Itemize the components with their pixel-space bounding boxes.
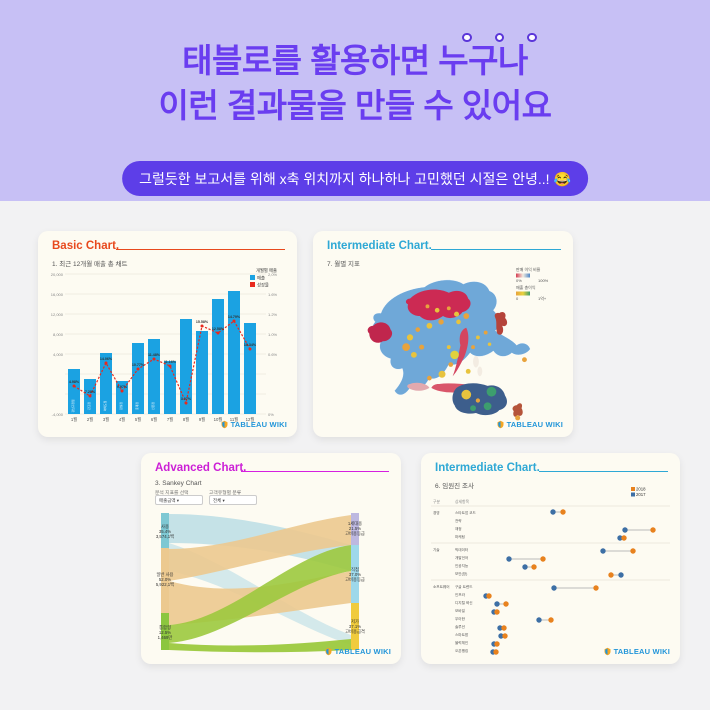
svg-text:홍대점: 홍대점 xyxy=(135,402,139,410)
svg-text:0: 0 xyxy=(516,296,519,301)
svg-text:2,0%: 2,0% xyxy=(268,272,278,277)
svg-text:모바일: 모바일 xyxy=(455,608,465,613)
svg-text:전략: 전략 xyxy=(455,518,462,523)
svg-text:6월: 6월 xyxy=(151,416,157,423)
svg-text:보안(망): 보안(망) xyxy=(455,571,467,576)
svg-text:0%: 0% xyxy=(268,412,274,417)
svg-text:100%: 100% xyxy=(538,278,549,283)
svg-text:9월: 9월 xyxy=(199,416,205,423)
svg-text:4,000: 4,000 xyxy=(53,352,64,357)
svg-text:스타트업 코드: 스타트업 코드 xyxy=(455,510,477,515)
svg-text:1.6%: 1.6% xyxy=(268,292,278,297)
svg-text:8월: 8월 xyxy=(183,416,189,423)
svg-text:11.16%: 11.16% xyxy=(164,360,177,364)
svg-text:-4,000: -4,000 xyxy=(52,412,64,417)
svg-text:10.34%: 10.34% xyxy=(244,343,257,347)
svg-text:솔루션: 솔루션 xyxy=(455,624,465,629)
svg-text:성장율: 성장율 xyxy=(257,282,269,288)
svg-text:재정: 재정 xyxy=(455,526,462,531)
svg-text:상세항목: 상세항목 xyxy=(455,499,469,504)
svg-text:5,922,1백: 5,922,1백 xyxy=(156,581,174,588)
svg-text:9.97%: 9.97% xyxy=(117,385,128,389)
svg-text:1.0%: 1.0% xyxy=(268,332,278,337)
svg-text:여의도점: 여의도점 xyxy=(103,400,107,411)
svg-text:1월: 1월 xyxy=(71,416,77,423)
svg-text:12.58%: 12.58% xyxy=(212,327,225,331)
svg-text:16,000: 16,000 xyxy=(51,292,64,297)
svg-text:12,000: 12,000 xyxy=(51,312,64,317)
svg-text:2017: 2017 xyxy=(636,492,646,497)
svg-text:20,000: 20,000 xyxy=(51,272,64,277)
svg-text:잠실점: 잠실점 xyxy=(119,402,123,410)
svg-text:3.07%: 3.07% xyxy=(181,397,192,401)
svg-text:구글 트렌드: 구글 트렌드 xyxy=(455,584,473,589)
svg-text:판교점: 판교점 xyxy=(87,402,91,410)
svg-text:인프라: 인프라 xyxy=(455,592,466,597)
svg-text:14.06%: 14.06% xyxy=(100,357,113,361)
svg-text:11.48%: 11.48% xyxy=(148,353,161,357)
svg-text:3월: 3월 xyxy=(103,416,109,423)
svg-text:10.77%: 10.77% xyxy=(132,363,145,367)
svg-text:블럭체인: 블럭체인 xyxy=(455,640,468,645)
svg-text:15.58%: 15.58% xyxy=(196,320,209,324)
svg-text:고비용급격: 고비용급격 xyxy=(345,628,365,635)
svg-text:1억+: 1억+ xyxy=(538,295,547,301)
svg-text:7.28%: 7.28% xyxy=(85,390,96,394)
svg-text:0.6%: 0.6% xyxy=(268,352,278,357)
svg-text:인공지능: 인공지능 xyxy=(455,563,469,568)
svg-text:고비용등급: 고비용등급 xyxy=(345,530,365,537)
svg-text:0%: 0% xyxy=(516,278,522,283)
svg-text:오픈뱅킹: 오픈뱅킹 xyxy=(455,648,468,653)
svg-text:판매 이익 비율: 판매 이익 비율 xyxy=(516,266,541,272)
svg-text:4.98%: 4.98% xyxy=(69,380,80,384)
svg-text:구분: 구분 xyxy=(433,499,440,504)
svg-text:매출 총이익: 매출 총이익 xyxy=(516,284,536,290)
svg-text:8,000: 8,000 xyxy=(53,332,64,337)
svg-text:2018: 2018 xyxy=(636,487,646,492)
svg-text:강남구청점: 강남구청점 xyxy=(71,399,75,412)
svg-text:매출: 매출 xyxy=(257,275,265,282)
svg-text:스마트팜: 스마트팜 xyxy=(455,632,469,637)
svg-text:소프트웨어: 소프트웨어 xyxy=(433,584,450,589)
svg-text:4월: 4월 xyxy=(119,416,125,423)
svg-text:기술: 기술 xyxy=(433,547,440,552)
svg-text:경영: 경영 xyxy=(433,510,440,515)
svg-text:개발언어: 개발언어 xyxy=(455,555,468,560)
svg-text:마케팅: 마케팅 xyxy=(455,534,465,539)
svg-text:2월: 2월 xyxy=(87,416,93,423)
svg-text:신촌점: 신촌점 xyxy=(151,402,155,410)
svg-text:1.2%: 1.2% xyxy=(268,312,278,317)
svg-text:빅데이터: 빅데이터 xyxy=(455,547,468,552)
svg-text:1,469만: 1,469만 xyxy=(158,634,173,640)
svg-text:디지털 혁신: 디지털 혁신 xyxy=(455,600,473,605)
svg-text:14.79%: 14.79% xyxy=(228,315,241,319)
svg-text:우아한: 우아한 xyxy=(455,616,466,621)
svg-text:5월: 5월 xyxy=(135,416,141,423)
svg-text:7월: 7월 xyxy=(167,416,173,423)
svg-text:3,574,1백: 3,574,1백 xyxy=(156,533,174,540)
svg-text:고비용등급: 고비용등급 xyxy=(345,576,365,583)
